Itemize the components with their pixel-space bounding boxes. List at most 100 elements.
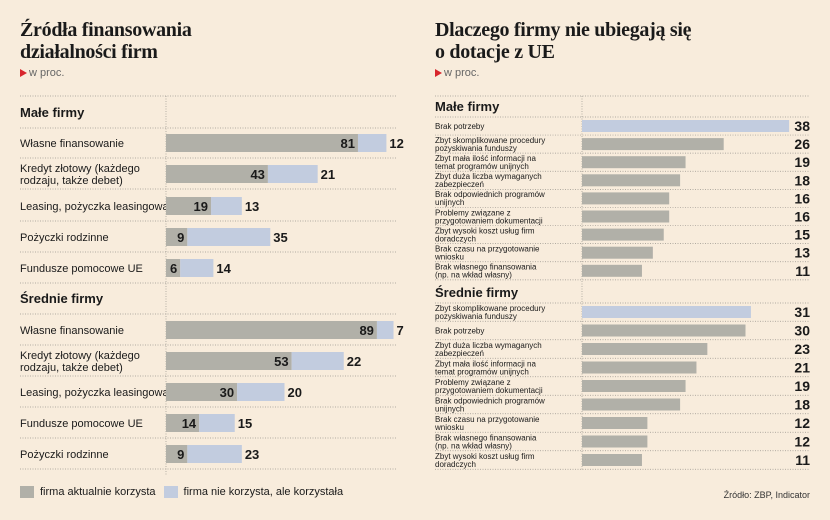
bar-segment-current xyxy=(166,228,188,246)
reason-bar xyxy=(582,454,642,466)
reason-bar xyxy=(582,343,708,355)
bar-segment-current xyxy=(166,352,292,370)
left-title-line2: działalności firm xyxy=(20,41,158,63)
left-unit-text: w proc. xyxy=(29,67,65,79)
left-category-label: Leasing, pożyczka leasingowa xyxy=(20,387,169,399)
bar-segment-current xyxy=(166,445,188,463)
reason-bar-value: 16 xyxy=(794,190,810,206)
right-group-header: Średnie firmy xyxy=(435,285,519,300)
reason-bar xyxy=(582,380,686,392)
left-group-header: Średnie firmy xyxy=(20,291,104,306)
reason-bar xyxy=(582,138,724,151)
reason-bar-value: 31 xyxy=(794,304,810,320)
right-category-label: Problemy związane z przygotowaniem dokume… xyxy=(435,378,543,395)
legend-swatch-past xyxy=(163,486,178,498)
bar-segment-past xyxy=(237,383,285,401)
right-category-label: Brak czasu na przygotowanie wniosku xyxy=(434,415,540,432)
reason-bar-value: 19 xyxy=(794,378,810,394)
reason-bar xyxy=(582,264,642,277)
bar-segment-past xyxy=(357,134,387,152)
right-category-label: Problemy związane z przygotowaniem dokume… xyxy=(435,208,543,225)
bar-segment-current xyxy=(166,383,238,401)
reason-bar xyxy=(582,156,686,169)
red-triangle-icon xyxy=(435,69,442,77)
right-category-label: Zbyt mała ilość informacji na temat progr… xyxy=(435,154,536,171)
left-category-label: Kredyt złotowy (każdego rodzaju, także de… xyxy=(20,163,140,187)
right-category-label: Brak potrzeby xyxy=(435,326,484,335)
left-legend: firma aktualnie korzysta firma nie korzy… xyxy=(20,486,351,498)
reason-bar xyxy=(582,210,670,223)
left-category-label: Fundusze pomocowe UE xyxy=(20,418,143,430)
right-category-label: Zbyt wysoki koszt usług firm doradczych xyxy=(435,226,535,243)
reason-bar-value: 18 xyxy=(794,397,810,413)
bar-segment-current xyxy=(166,414,200,432)
left-category-label: Leasing, pożyczka leasingowa xyxy=(20,201,169,213)
bar-value-current: 43 xyxy=(250,167,264,182)
reason-bar-value: 38 xyxy=(794,118,810,134)
bar-segment-past xyxy=(187,445,242,463)
bar-value-current: 14 xyxy=(182,416,197,431)
right-category-label: Brak własnego finansowania (np. na wkład … xyxy=(435,433,537,450)
right-category-label: Zbyt skomplikowane procedury pozyskiwania… xyxy=(435,304,545,321)
reason-bar xyxy=(582,306,751,318)
right-chart-title: Dlaczego firmy nie ubiegają się o dotacj… xyxy=(435,19,692,63)
bar-value-current: 53 xyxy=(274,354,288,369)
reason-bar xyxy=(582,120,790,132)
reason-bar-value: 12 xyxy=(794,415,810,431)
bar-segment-past xyxy=(267,165,318,183)
left-category-label: Własne finansowanie xyxy=(20,325,124,337)
reason-bar xyxy=(582,174,681,187)
right-category-label: Brak odpowiednich programów unijnych xyxy=(435,396,545,413)
reason-bar-value: 23 xyxy=(794,341,810,357)
right-group-header: Małe firmy xyxy=(435,99,500,114)
left-unit-label: w proc. xyxy=(20,67,64,79)
bar-segment-current xyxy=(166,134,358,152)
bar-value-current: 81 xyxy=(341,136,355,151)
legend-swatch-current xyxy=(20,486,34,498)
bar-segment-past xyxy=(199,414,235,432)
bar-segment-past xyxy=(180,259,214,277)
bar-segment-current xyxy=(166,165,268,183)
reason-bar xyxy=(582,324,746,337)
reason-bar-value: 18 xyxy=(794,172,810,188)
reason-bar-value: 26 xyxy=(794,136,810,152)
bar-value-past: 14 xyxy=(216,261,231,276)
right-category-label: Brak czasu na przygotowanie wniosku xyxy=(434,245,540,262)
right-category-label: Zbyt mała ilość informacji na temat progr… xyxy=(435,359,536,376)
red-triangle-icon xyxy=(20,69,27,77)
reason-bar xyxy=(582,361,697,374)
right-category-label: Zbyt duża liczba wymaganych zabezpieczeń xyxy=(435,172,542,189)
bar-value-current: 9 xyxy=(177,447,184,462)
legend-label-current: firma aktualnie korzysta xyxy=(40,486,156,498)
reason-bar xyxy=(582,398,681,411)
left-chart-title: Źródła finansowania działalności firm xyxy=(20,19,192,63)
reason-bar-value: 21 xyxy=(794,360,810,376)
bar-value-past: 35 xyxy=(273,230,287,245)
reason-bar-value: 11 xyxy=(795,263,810,279)
bar-segment-past xyxy=(187,228,271,246)
bar-value-past: 22 xyxy=(347,354,361,369)
right-category-label: Zbyt wysoki koszt usług firm doradczych xyxy=(435,452,535,469)
bar-value-current: 19 xyxy=(194,199,208,214)
bar-segment-current xyxy=(166,197,212,215)
bar-value-past: 20 xyxy=(288,385,302,400)
reason-bar-value: 16 xyxy=(794,209,810,225)
reason-bar-value: 13 xyxy=(794,245,810,261)
bar-value-current: 6 xyxy=(170,261,177,276)
right-unit-text: w proc. xyxy=(444,67,480,79)
bar-value-past: 21 xyxy=(321,167,335,182)
bar-segment-current xyxy=(166,321,377,339)
right-category-label: Zbyt duża liczba wymaganych zabezpieczeń xyxy=(435,341,542,358)
right-title-line2: o dotacje z UE xyxy=(435,41,555,63)
right-unit-label: w proc. xyxy=(435,67,479,79)
left-category-label: Własne finansowanie xyxy=(20,138,124,150)
reason-bar-value: 19 xyxy=(794,154,810,170)
left-category-label: Kredyt złotowy (każdego rodzaju, także de… xyxy=(20,350,140,374)
bar-value-current: 30 xyxy=(220,385,234,400)
reason-bar-value: 15 xyxy=(794,227,810,243)
bar-value-past: 12 xyxy=(389,136,403,151)
bar-value-past: 23 xyxy=(245,447,259,462)
left-category-label: Fundusze pomocowe UE xyxy=(20,263,143,275)
bar-value-current: 89 xyxy=(359,323,373,338)
